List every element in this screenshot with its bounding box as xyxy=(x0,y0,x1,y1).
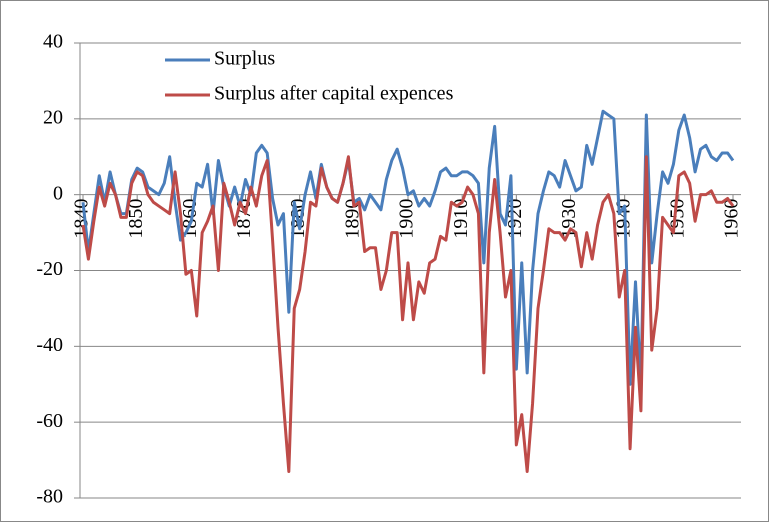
y-tick-label: -40 xyxy=(36,334,63,356)
legend-label: Surplus xyxy=(214,48,275,70)
line-series xyxy=(81,109,735,386)
line-series xyxy=(81,155,735,473)
y-tick-label: -80 xyxy=(36,486,63,508)
x-tick-label: 1890 xyxy=(341,199,363,239)
x-tick-label: 1920 xyxy=(504,199,526,239)
x-tick-label: 1910 xyxy=(450,199,472,239)
y-tick-label: 0 xyxy=(53,182,63,204)
y-tick-label: -20 xyxy=(36,258,63,280)
x-tick-label: 1930 xyxy=(558,199,580,239)
x-tick-label: 1860 xyxy=(179,199,201,239)
x-tick-label: 1850 xyxy=(125,199,147,239)
y-tick-label: 40 xyxy=(43,31,63,53)
y-tick-label: 20 xyxy=(43,106,63,128)
legend-label: Surplus after capital expences xyxy=(214,83,454,105)
x-tick-label: 1840 xyxy=(71,199,93,239)
x-tick-label: 1960 xyxy=(721,199,743,239)
x-tick-label: 1900 xyxy=(396,199,418,239)
y-tick-label: -60 xyxy=(36,410,63,432)
